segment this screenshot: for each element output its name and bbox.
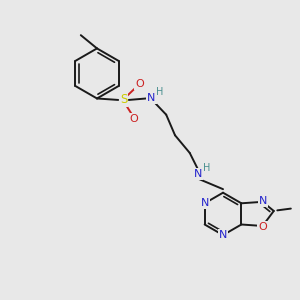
Text: N: N: [200, 198, 209, 208]
Text: O: O: [129, 114, 138, 124]
Text: N: N: [258, 196, 267, 206]
Text: N: N: [219, 230, 227, 240]
Text: N: N: [147, 94, 156, 103]
Text: O: O: [135, 79, 144, 89]
Text: O: O: [258, 222, 267, 232]
Text: H: H: [156, 87, 164, 97]
Text: N: N: [194, 169, 202, 179]
Text: S: S: [120, 93, 127, 106]
Text: H: H: [203, 163, 211, 173]
